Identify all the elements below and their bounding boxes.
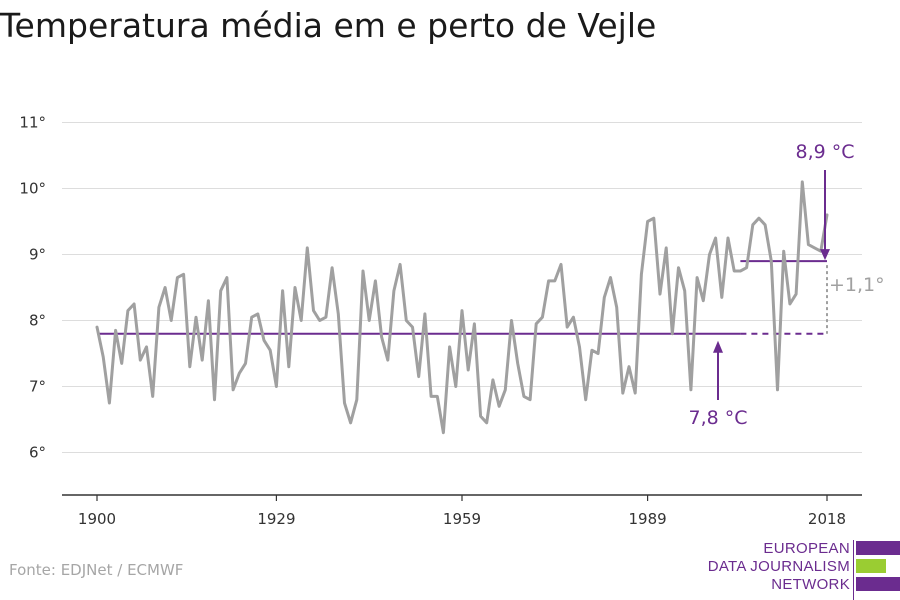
baseline-label: 7,8 °C	[688, 407, 747, 429]
recent-arrow-head	[820, 249, 830, 261]
y-axis: 6° 7° 8° 9° 10° 11°	[19, 114, 46, 462]
source-note: Fonte: EDJNet / ECMWF	[9, 561, 184, 579]
x-tick-label: 2018	[808, 510, 846, 528]
y-tick-label: 6°	[29, 444, 46, 462]
logo-line-2: DATA JOURNALISM	[707, 558, 850, 575]
logo-bar-3	[856, 577, 900, 591]
y-tick-label: 7°	[29, 378, 46, 396]
logo-bar-1	[856, 541, 900, 555]
logo-divider	[853, 540, 854, 600]
x-tick-label: 1929	[257, 510, 295, 528]
difference-label: +1,1°	[829, 274, 885, 296]
series-group	[95, 180, 829, 435]
logo-line-3: NETWORK	[771, 576, 850, 593]
y-tick-label: 8°	[29, 312, 46, 330]
x-tick-label: 1900	[78, 510, 116, 528]
x-axis: 1900 1929 1959 1989 2018	[62, 494, 862, 528]
logo-line-1: EUROPEAN	[763, 540, 850, 557]
baseline-arrow-head	[713, 340, 723, 353]
recent-average-label: 8,9 °C	[795, 141, 854, 163]
grid-lines	[62, 122, 862, 453]
y-tick-label: 10°	[19, 180, 46, 198]
temperature-series-line	[95, 180, 829, 435]
annotations: +1,1° 8,9 °C 7,8 °C	[688, 141, 884, 429]
y-tick-label: 9°	[29, 246, 46, 264]
y-tick-label: 11°	[19, 114, 46, 132]
edjnet-logo: EUROPEAN DATA JOURNALISM NETWORK	[700, 540, 900, 600]
x-tick-label: 1989	[628, 510, 666, 528]
logo-bar-2	[856, 559, 886, 573]
chart-title: Temperatura média em e perto de Vejle	[0, 6, 657, 45]
x-tick-label: 1959	[443, 510, 481, 528]
